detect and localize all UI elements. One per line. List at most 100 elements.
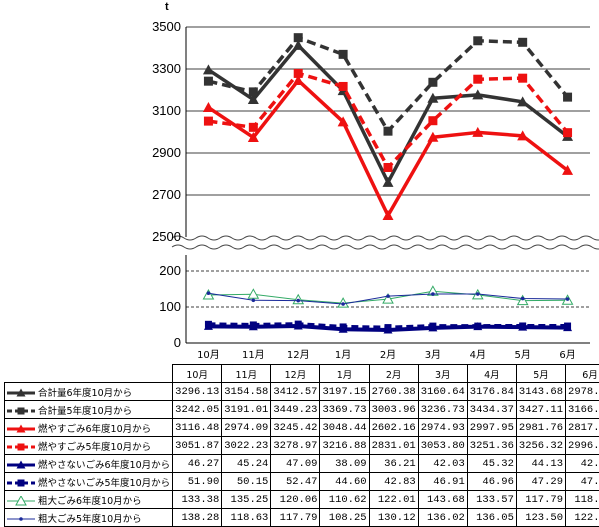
legend-key [6,424,36,434]
x-category-label: 4月 [470,349,486,361]
table-cell: 3245.42 [271,419,320,437]
legend-key [6,442,36,452]
y-tick-label: 3500 [152,19,181,34]
table-cell: 3160.64 [418,383,467,401]
x-category-label: 1月 [335,349,351,361]
table-header-cell: 1月 [320,365,369,383]
table-cell: 117.79 [516,491,565,509]
data-point [203,102,214,112]
table-cell: 118.77 [566,491,599,509]
table-cell: 3278.97 [271,437,320,455]
series-label-cell: 燃やすごみ5年度10月から [5,437,173,455]
table-cell: 38.09 [320,455,369,473]
table-cell: 3242.05 [173,401,222,419]
table-header-cell: 4月 [467,365,516,383]
table-cell: 3143.68 [516,383,565,401]
table-cell: 143.68 [418,491,467,509]
data-point [566,297,570,301]
series-name: 粗大ごみ5年度10月から [38,514,142,525]
data-point [473,75,482,84]
table-header-cell: 10月 [173,365,222,383]
table-cell: 45.24 [222,455,271,473]
x-category-label: 6月 [559,349,575,361]
data-point [340,323,347,330]
data-point [519,322,526,329]
data-point [474,323,481,330]
series-2 [204,33,572,136]
data-point [518,74,527,83]
y-unit-label: t [165,1,169,13]
table-cell: 3051.87 [173,437,222,455]
y-tick-label: 2900 [152,145,181,160]
data-point [248,289,258,298]
table-header-cell: 12月 [271,365,320,383]
series-name: 燃やすごみ5年度10月から [38,442,151,453]
table-cell: 42.83 [369,473,418,491]
y-tick-label: 100 [159,299,181,314]
data-point [19,517,23,521]
table-cell: 136.05 [467,509,516,527]
x-category-label: 12月 [287,349,310,361]
table-cell: 2760.38 [369,383,418,401]
table-cell: 118.63 [222,509,271,527]
data-point [18,480,25,487]
table-cell: 122.17 [566,509,599,527]
table-cell: 46.27 [173,455,222,473]
series-4 [204,69,572,172]
x-category-label: 2月 [380,349,396,361]
data-point [204,77,213,86]
series-label-cell: 合計量5年度10月から [5,401,173,419]
table-cell: 42.86 [566,455,599,473]
data-point [294,33,303,42]
data-point [296,299,300,303]
table-header-cell: 11月 [222,365,271,383]
table-cell: 3236.73 [418,401,467,419]
data-point [473,36,482,45]
table-cell: 52.47 [271,473,320,491]
table-cell: 2817.27 [566,419,599,437]
legend-key [6,514,36,524]
table-cell: 42.03 [418,455,467,473]
series-name: 合計量6年度10月から [38,388,132,399]
table-cell: 135.25 [222,491,271,509]
table-cell: 47.12 [566,473,599,491]
x-category-label: 10月 [197,349,220,361]
table-cell: 108.25 [320,509,369,527]
data-point [563,93,572,102]
table-cell: 45.32 [467,455,516,473]
data-point [249,87,258,96]
table-cell: 2996.79 [566,437,599,455]
series-label-cell: 粗大ごみ6年度10月から [5,491,173,509]
series-lines [203,33,573,333]
table-cell: 3251.36 [467,437,516,455]
data-point [249,123,258,132]
table-cell: 3166.08 [566,401,599,419]
data-point [429,323,436,330]
data-point [431,292,435,296]
table-cell: 51.90 [173,473,222,491]
table-header-cell: 6月 [566,365,599,383]
series-label-cell: 燃やさないごみ6年度10月から [5,455,173,473]
table-cell: 3197.15 [320,383,369,401]
table-cell: 120.06 [271,491,320,509]
series-name: 燃やすごみ6年度10月から [38,424,151,435]
table-cell: 3216.88 [320,437,369,455]
table-cell: 3434.37 [467,401,516,419]
data-point [205,321,212,328]
table-cell: 3256.32 [516,437,565,455]
data-point [476,292,480,296]
table-cell: 123.50 [516,509,565,527]
table-cell: 3003.96 [369,401,418,419]
table-cell: 3176.84 [467,383,516,401]
table-cell: 44.13 [516,455,565,473]
data-point [18,444,25,451]
table-cell: 122.01 [369,491,418,509]
table-cell: 3296.13 [173,383,222,401]
legend-key [6,478,36,488]
